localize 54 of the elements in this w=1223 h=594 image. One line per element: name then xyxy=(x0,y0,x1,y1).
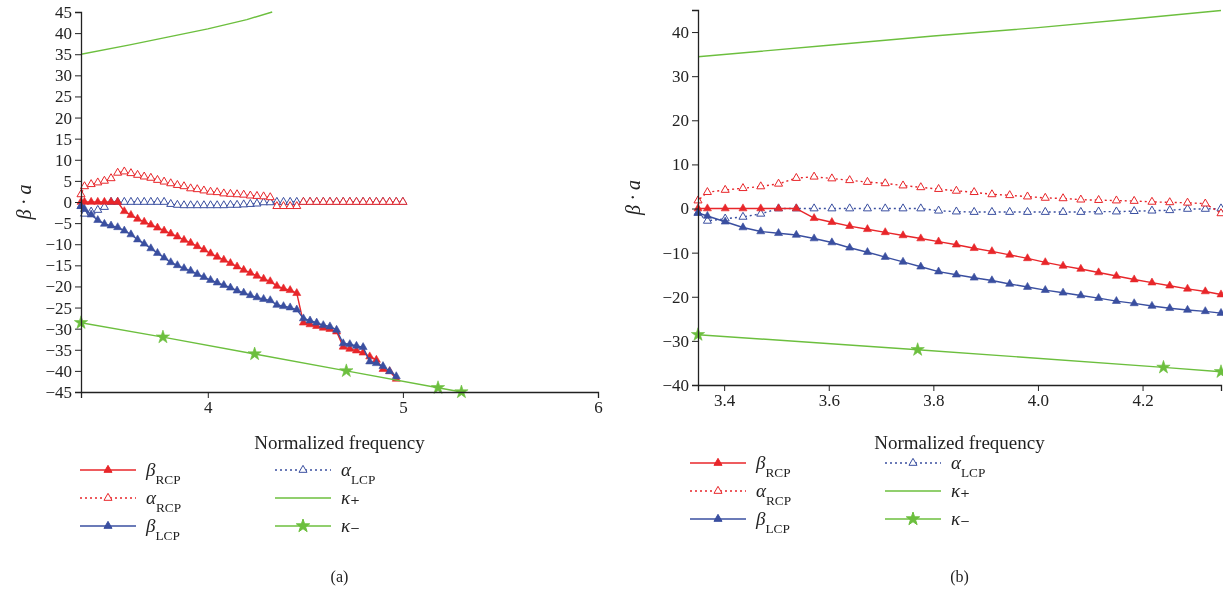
x-tick-label: 3.6 xyxy=(818,391,840,411)
x-axis-title: Normalized frequency xyxy=(254,432,426,453)
y-tick-label: −20 xyxy=(45,277,72,297)
y-tick-label: 35 xyxy=(55,45,72,65)
legend-label: κ₊ xyxy=(341,487,361,508)
x-tick-label: 4.2 xyxy=(1132,391,1154,411)
y-tick-label: −40 xyxy=(662,375,689,395)
legend-label: κ₋ xyxy=(951,508,971,529)
y-tick-label: −30 xyxy=(45,319,72,339)
y-tick-label: −5 xyxy=(53,214,72,234)
y-tick-label: 5 xyxy=(63,171,72,191)
y-tick-label: 40 xyxy=(672,23,689,42)
legend-label: β$_{LCP}$ xyxy=(145,515,180,543)
x-axis-title: Normalized frequency xyxy=(874,432,1046,453)
y-axis-title: β · a xyxy=(622,180,645,216)
y-tick-label: −10 xyxy=(662,243,689,263)
legend-label: β$_{RCP}$ xyxy=(755,452,791,480)
y-tick-label: −10 xyxy=(45,235,72,255)
y-tick-label: −30 xyxy=(662,331,689,351)
y-tick-label: 30 xyxy=(55,66,72,86)
y-axis-title: β · a xyxy=(13,184,36,221)
y-tick-label: 15 xyxy=(55,129,72,149)
x-tick-label: 4 xyxy=(204,398,214,418)
x-tick-label: 4.0 xyxy=(1027,391,1050,411)
x-tick-label: 6 xyxy=(594,398,603,418)
y-tick-label: −35 xyxy=(45,340,72,360)
y-tick-label: −25 xyxy=(45,298,72,318)
x-tick-label: 5 xyxy=(399,398,408,418)
y-tick-label: −15 xyxy=(45,256,72,276)
y-tick-label: 10 xyxy=(55,150,72,170)
y-tick-label: 25 xyxy=(55,87,72,107)
legend-label: κ₋ xyxy=(341,515,361,536)
legend-label: κ₊ xyxy=(951,480,971,501)
y-tick-label: 30 xyxy=(672,67,689,87)
legend-label: α$_{RCP}$ xyxy=(146,487,182,515)
y-tick-label: −40 xyxy=(45,361,72,381)
text: (a) xyxy=(330,568,349,586)
y-tick-label: 20 xyxy=(55,108,72,128)
y-tick-label: 20 xyxy=(672,111,689,131)
y-tick-label: 0 xyxy=(63,192,72,212)
y-tick-label: 45 xyxy=(55,2,72,22)
y-tick-label: 40 xyxy=(55,24,72,44)
y-tick-label: 10 xyxy=(672,155,689,175)
y-tick-label: −45 xyxy=(45,382,72,402)
legend-label: α$_{LCP}$ xyxy=(951,452,986,480)
x-tick-label: 3.8 xyxy=(923,391,945,411)
legend-label: α$_{LCP}$ xyxy=(341,459,376,487)
y-tick-label: 0 xyxy=(680,199,689,219)
legend-label: α$_{RCP}$ xyxy=(756,480,792,508)
x-tick-label: 3.4 xyxy=(714,391,736,411)
legend-label: β$_{LCP}$ xyxy=(755,508,790,536)
y-tick-label: −20 xyxy=(662,287,689,307)
text: (b) xyxy=(950,568,969,586)
legend-label: β$_{RCP}$ xyxy=(145,459,181,487)
